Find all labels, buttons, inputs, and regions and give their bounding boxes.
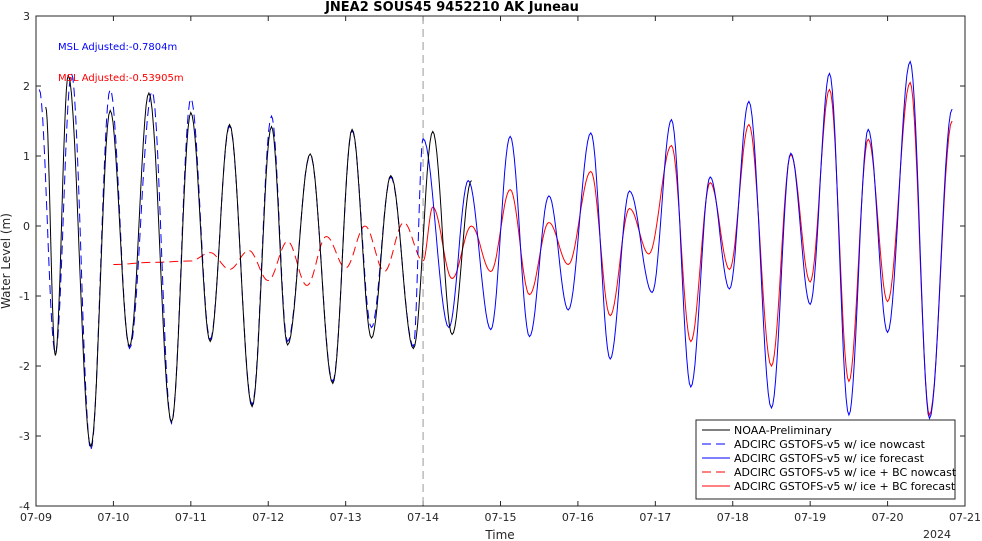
x-tick-label: 07-11 [175,511,207,524]
series-line-2 [422,60,953,420]
legend-label-ice-nowcast: ADCIRC GSTOFS-v5 w/ ice nowcast [734,438,926,451]
x-tick-label: 07-17 [639,511,671,524]
msl-annotation-red: MSL Adjusted:-0.53905m [58,73,184,84]
y-tick-label: 1 [23,150,30,163]
y-tick-label: 2 [23,80,30,93]
y-axis-label: Water Level (m) [0,213,13,309]
series-line-3 [113,221,424,287]
legend-label-ice-forecast: ADCIRC GSTOFS-v5 w/ ice forecast [734,452,925,465]
y-tick-label: -2 [19,360,30,373]
legend-label-noaa: NOAA-Preliminary [734,424,832,437]
y-tick-label: 3 [23,10,30,23]
x-tick-label: 07-10 [97,511,129,524]
legend-box [695,419,956,500]
legend-label-bc-nowcast: ADCIRC GSTOFS-v5 w/ ice + BC nowcast [734,466,957,479]
x-axis-label: Time [484,528,514,541]
series-line-0 [45,73,472,449]
x-tick-label: 07-14 [407,511,439,524]
x-tick-label: 07-20 [872,511,904,524]
legend-label-bc-forecast: ADCIRC GSTOFS-v5 w/ ice + BC forecast [734,480,956,493]
x-tick-label: 07-18 [717,511,749,524]
x-tick-label: 07-15 [485,511,517,524]
y-ticks: -4 -3 -2 -1 0 1 2 3 [19,10,965,513]
msl-annotation-blue: MSL Adjusted:-0.7804m [58,42,177,53]
x-tick-label: 07-16 [562,511,594,524]
y-tick-label: -3 [19,430,30,443]
legend: NOAA-Preliminary ADCIRC GSTOFS-v5 w/ ice… [695,419,957,500]
year-label: 2024 [923,528,951,541]
y-tick-label: -1 [19,290,30,303]
x-tick-label: 07-12 [252,511,284,524]
y-tick-label: 0 [23,220,30,233]
series-lines [38,60,953,452]
plot-frame [35,15,966,507]
x-tick-label: 07-09 [20,511,52,524]
y-tick-label: -4 [19,500,30,513]
chart-title: JNEA2 SOUS45 9452210 AK Juneau [324,0,579,15]
x-tick-label: 07-21 [949,511,981,524]
x-tick-label: 07-19 [794,511,826,524]
x-tick-label: 07-13 [330,511,362,524]
